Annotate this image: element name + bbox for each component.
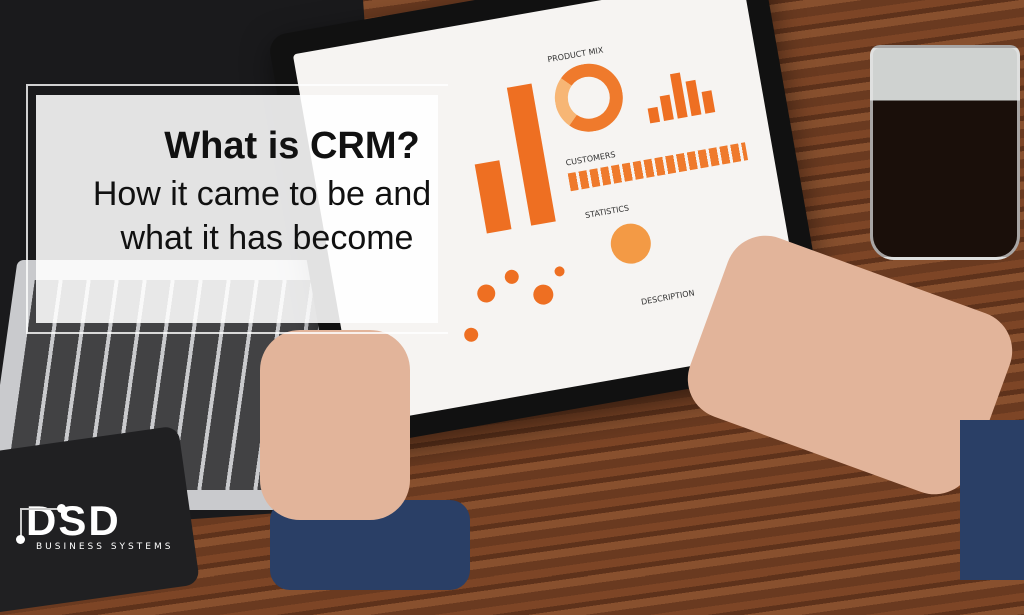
right-sleeve	[960, 420, 1024, 580]
logo-tagline: BUSINESS SYSTEMS	[36, 542, 174, 552]
dsd-logo: DSD BUSINESS SYSTEMS	[14, 500, 173, 552]
label-customers: CUSTOMERS	[565, 150, 617, 168]
subtitle-line-2: what it has become	[120, 219, 414, 257]
customer-icons	[567, 142, 749, 192]
subtitle-line-1: How it came to be and	[92, 175, 432, 213]
title-frame	[26, 84, 448, 334]
label-statistics: STATISTICS	[584, 203, 630, 221]
mini-bar-chart	[642, 62, 720, 124]
label-product-mix: PRODUCT MIX	[546, 45, 604, 65]
title-box: What is CRM? How it came to be and what …	[36, 95, 438, 323]
large-bar-chart	[451, 72, 566, 235]
page-title: What is CRM?	[164, 125, 420, 167]
coffee-glass	[870, 45, 1020, 260]
logo-name: DSD	[26, 497, 121, 544]
left-hand	[260, 330, 410, 520]
world-bubble-map	[431, 238, 598, 372]
statistics-map	[607, 220, 654, 267]
label-description: DESCRIPTION	[640, 288, 696, 307]
donut-chart	[549, 58, 629, 138]
